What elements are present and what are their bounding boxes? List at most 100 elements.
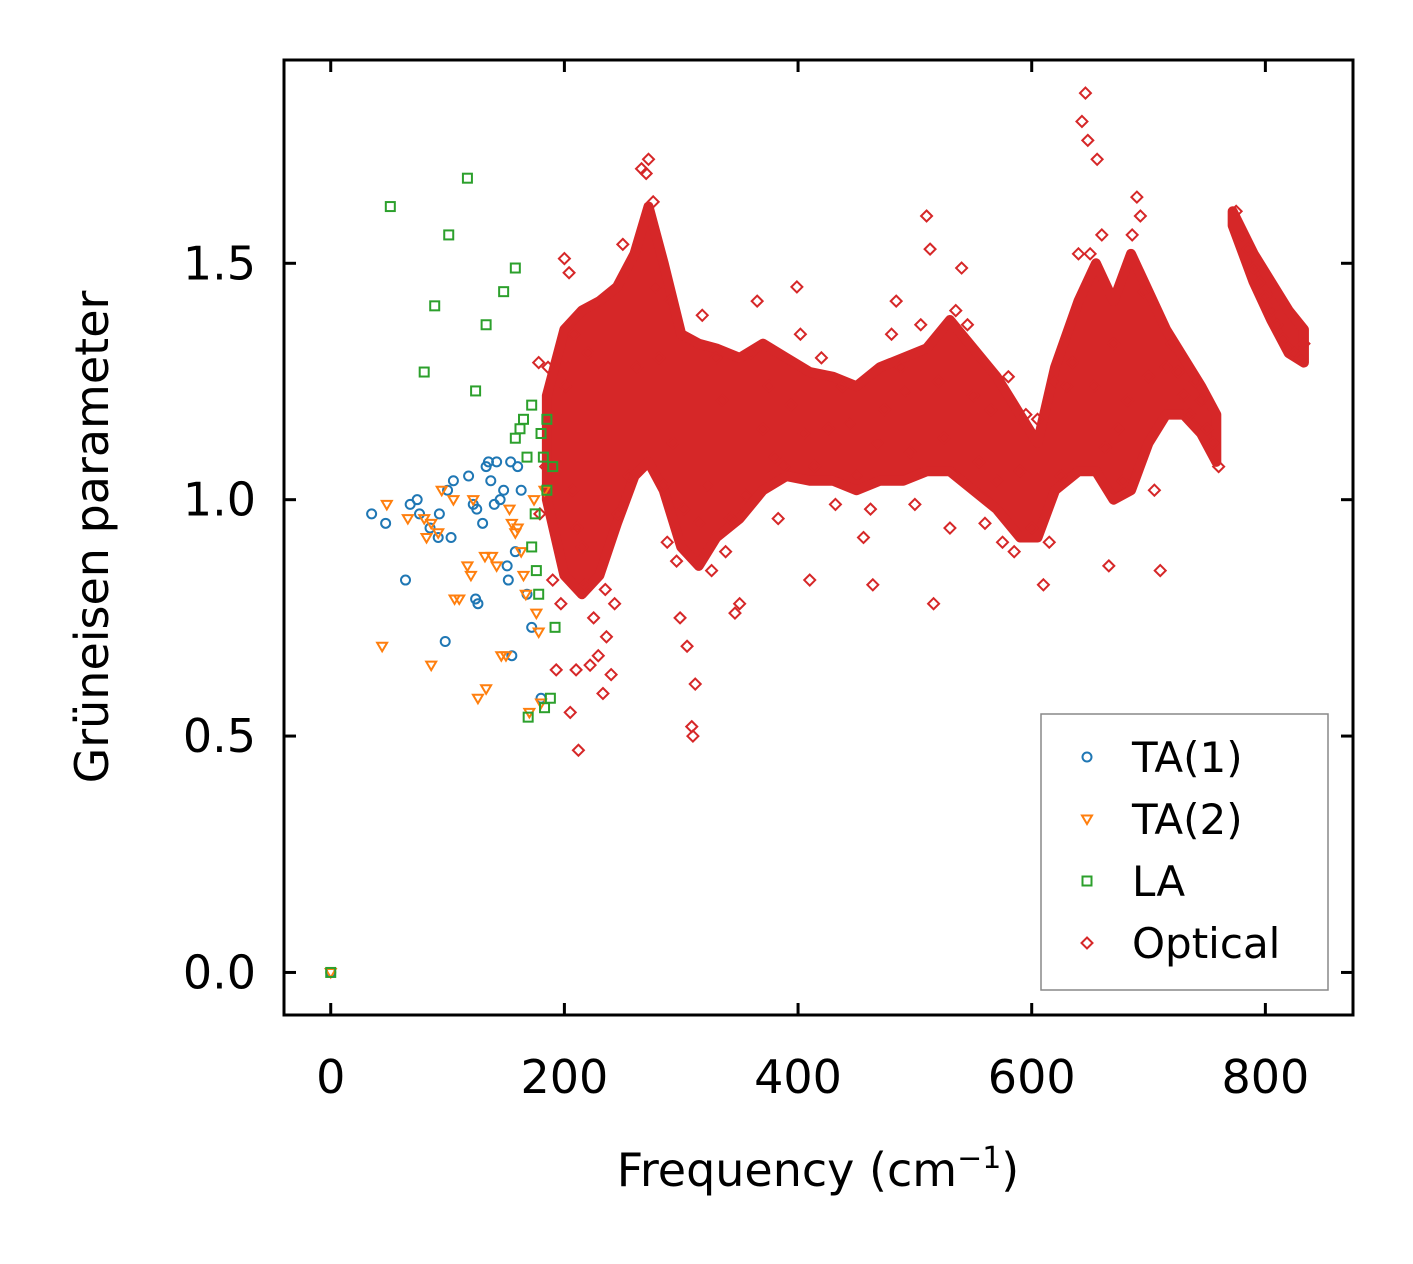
x-tick-label: 600	[988, 1050, 1076, 1104]
optical-point	[1080, 133, 1095, 148]
la-point	[509, 262, 521, 274]
optical-point	[807, 459, 822, 474]
optical-point	[615, 237, 630, 252]
optical-point	[1205, 436, 1220, 450]
optical-point	[828, 497, 843, 512]
ta-2-point	[375, 641, 389, 654]
ta-2-point	[519, 589, 533, 602]
x-axis-label: Frequency (cm−1)	[617, 1141, 1020, 1197]
optical-point	[1153, 563, 1168, 578]
ta-2-point	[531, 627, 546, 640]
ta-1-point	[439, 636, 451, 648]
la-point	[480, 319, 492, 331]
optical-point	[1090, 152, 1105, 167]
ta-2-point	[452, 594, 466, 606]
optical-dense-band	[541, 201, 1222, 600]
optical-point	[680, 639, 694, 654]
optical-point	[580, 346, 595, 361]
ta-2-point	[499, 651, 513, 663]
optical-point	[1083, 246, 1098, 261]
optical-point	[545, 573, 560, 587]
optical-point	[611, 506, 626, 521]
optical-point	[557, 251, 572, 266]
optical-dense-band-layer	[541, 201, 1309, 600]
optical-point	[1246, 261, 1261, 275]
optical-point	[1129, 190, 1144, 205]
optical-point	[1258, 289, 1273, 304]
optical-point	[849, 469, 864, 483]
y-tick-label: 0.5	[183, 709, 256, 763]
la-point	[530, 565, 542, 577]
optical-point	[1071, 246, 1086, 261]
la-point	[509, 432, 521, 444]
plot-area-frame	[282, 58, 1355, 1017]
x-axis-label-close: )	[1001, 1143, 1019, 1197]
ta-2-point	[514, 547, 528, 559]
optical-point	[889, 294, 904, 309]
optical-point	[1042, 535, 1057, 550]
optical-point	[685, 729, 700, 743]
la-point	[384, 201, 396, 213]
optical-point	[1194, 393, 1209, 408]
legend-label: TA(2)	[1131, 795, 1243, 844]
optical-point	[802, 573, 817, 587]
optical-point	[1275, 332, 1290, 346]
optical-point	[814, 350, 829, 365]
optical-point	[695, 308, 710, 323]
la-point	[541, 484, 553, 496]
optical-point	[1111, 421, 1126, 436]
optical-point	[1211, 459, 1226, 474]
optical-point	[1297, 336, 1311, 351]
ta-1-point	[447, 475, 459, 487]
optical-point	[983, 402, 998, 417]
ta-1-point	[366, 508, 378, 520]
optical-point	[907, 497, 922, 512]
optical-point	[541, 360, 555, 375]
optical-point	[718, 544, 733, 559]
la-point	[470, 385, 482, 397]
optical-point	[1013, 464, 1027, 479]
x-tick-label: 0	[316, 1050, 345, 1104]
optical-point	[1098, 440, 1113, 455]
ta-1-point	[432, 532, 444, 543]
optical-point	[1075, 114, 1089, 129]
la-point	[418, 366, 430, 378]
optical-point	[652, 350, 666, 365]
x-axis-label-superscript: −1	[957, 1141, 1001, 1176]
optical-point	[732, 596, 747, 611]
optical-point	[903, 445, 918, 460]
optical-point	[789, 280, 804, 294]
la-point	[514, 423, 526, 435]
data-points-layer	[323, 86, 1311, 980]
ta-2-point	[434, 485, 449, 498]
optical-point	[767, 450, 782, 465]
optical-point	[562, 265, 576, 280]
optical-point	[676, 502, 691, 517]
optical-point	[893, 360, 908, 375]
optical-point	[856, 530, 871, 545]
optical-point	[570, 521, 585, 535]
optical-point	[1115, 473, 1130, 488]
optical-point	[1147, 483, 1162, 498]
optical-point	[865, 577, 880, 592]
optical-point	[1293, 350, 1308, 365]
optical-point	[1176, 388, 1191, 403]
optical-point	[870, 436, 885, 450]
ta-2-point	[516, 570, 531, 583]
optical-point	[538, 459, 553, 474]
optical-point	[558, 379, 573, 394]
optical-point	[1200, 421, 1214, 436]
optical-point	[571, 743, 586, 758]
ta-1-point	[433, 508, 445, 520]
la-point	[547, 461, 559, 473]
ta-2-point	[424, 518, 438, 531]
optical-point	[926, 596, 941, 611]
optical-point	[629, 360, 644, 375]
optical-point	[1059, 379, 1074, 394]
x-axis-label-main: Frequency (cm	[617, 1143, 957, 1197]
optical-point	[978, 516, 992, 531]
optical-point	[877, 402, 892, 417]
ta-2-point	[479, 684, 493, 696]
ta-2-point	[424, 660, 438, 673]
